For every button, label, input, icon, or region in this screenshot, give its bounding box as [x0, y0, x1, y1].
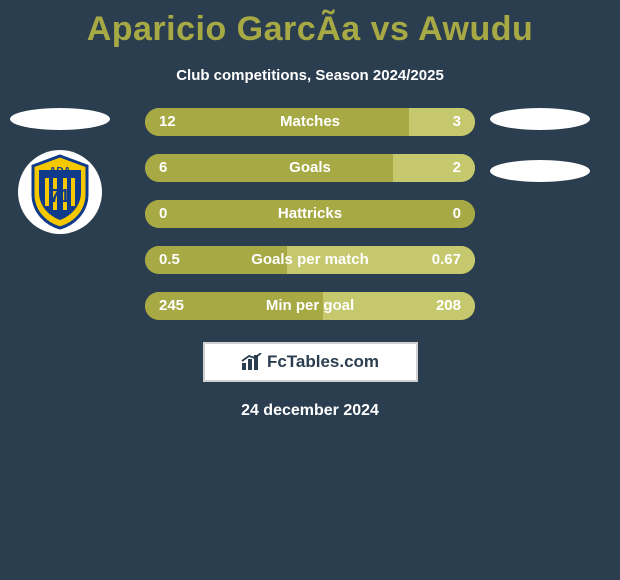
stat-row: 245208Min per goal: [145, 292, 475, 320]
stat-label: Goals per match: [145, 246, 475, 274]
branding-box[interactable]: FcTables.com: [203, 342, 418, 382]
stat-row: 00Hattricks: [145, 200, 475, 228]
player-right-placeholder-1-icon: [490, 108, 590, 130]
stats-table: 123Matches 62Goals 00Hattricks 0.50.67Goals…: [145, 108, 475, 320]
stat-row: 123Matches: [145, 108, 475, 136]
player-left-placeholder-icon: [10, 108, 110, 130]
club-badge-left: ADA 71: [18, 150, 102, 234]
stat-label: Goals: [145, 154, 475, 182]
club-crest-icon: ADA 71: [27, 154, 93, 230]
subtitle: Club competitions, Season 2024/2025: [0, 67, 620, 84]
bar-chart-icon: [241, 353, 263, 371]
stat-label: Min per goal: [145, 292, 475, 320]
stat-label: Hattricks: [145, 200, 475, 228]
svg-text:71: 71: [50, 186, 70, 206]
svg-text:ADA: ADA: [49, 166, 71, 177]
player-right-column: [490, 108, 590, 202]
stat-label: Matches: [145, 108, 475, 136]
branding-text: FcTables.com: [267, 352, 379, 372]
stat-row: 62Goals: [145, 154, 475, 182]
comparison-content: ADA 71 123Matches 62Goals 00Hattricks 0.50.…: [0, 108, 620, 320]
player-left-column: ADA 71: [10, 108, 110, 234]
stat-row: 0.50.67Goals per match: [145, 246, 475, 274]
page-title: Aparicio GarcÃ­a vs Awudu: [0, 0, 620, 49]
player-right-placeholder-2-icon: [490, 160, 590, 182]
snapshot-date: 24 december 2024: [0, 402, 620, 420]
